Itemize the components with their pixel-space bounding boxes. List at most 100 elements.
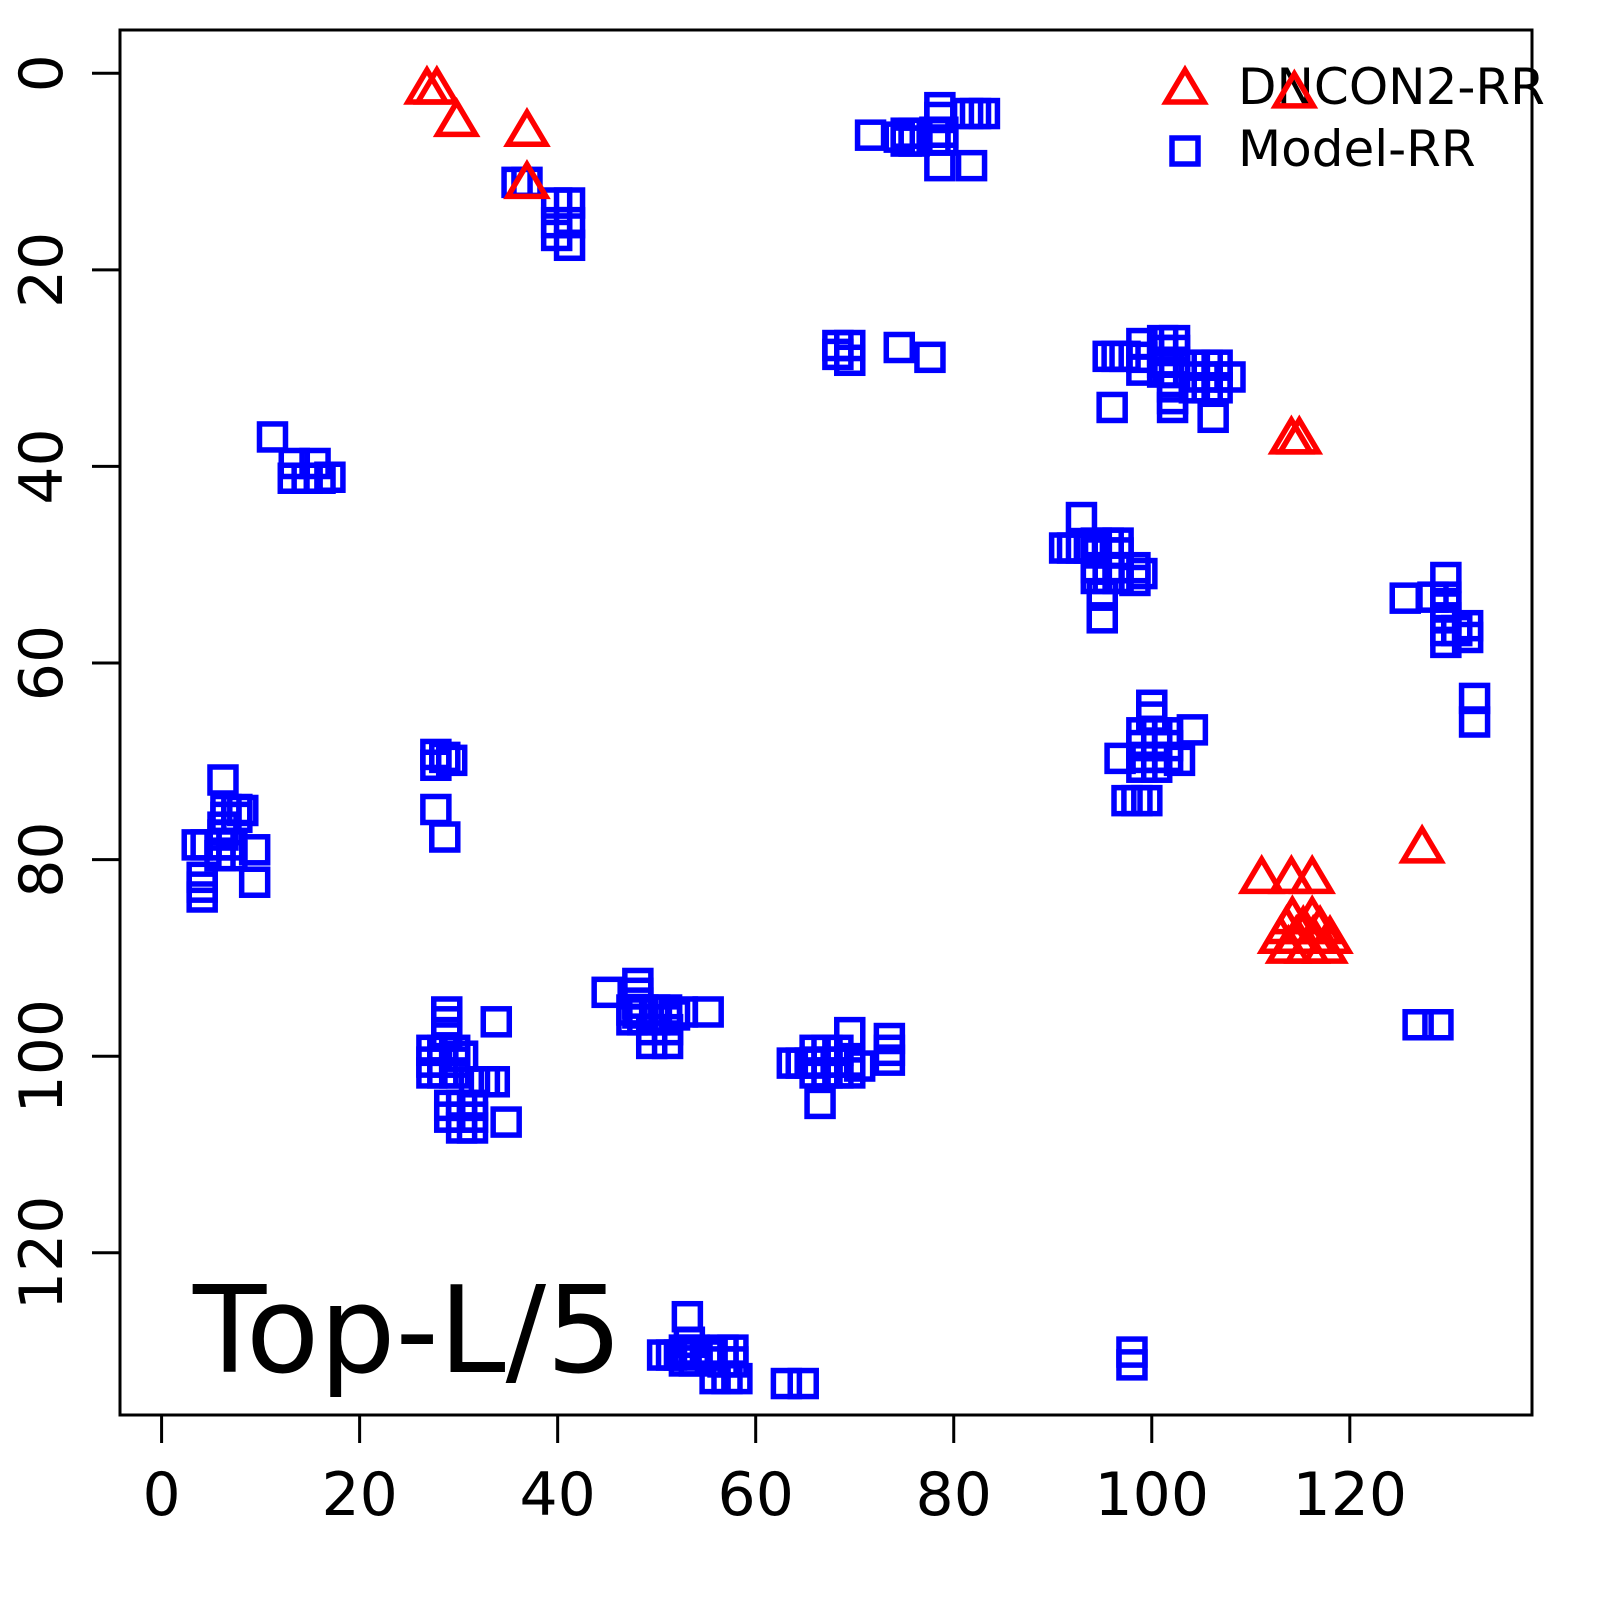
model-rr-point	[671, 1300, 704, 1333]
model-rr-point	[651, 1027, 684, 1060]
model-rr-point	[914, 341, 946, 374]
dncon2-rr-point	[432, 97, 481, 138]
legend: DNCON2-RR Model-RR	[1161, 58, 1545, 178]
dncon2-rr-point	[1301, 923, 1349, 964]
x-tick-label: 40	[519, 1460, 595, 1530]
model-rr-point	[854, 119, 887, 151]
plot-border	[118, 28, 1534, 1417]
model-rr-point	[420, 793, 452, 826]
model-rr-point	[1156, 391, 1189, 424]
model-rr-point	[1458, 706, 1491, 738]
model-rr-point	[834, 344, 866, 377]
model-rr-point	[883, 331, 916, 364]
model-rr-point	[873, 1044, 906, 1076]
model-rr-point	[692, 996, 724, 1028]
dncon2-rr-point	[1237, 853, 1286, 895]
model-rr-point	[1086, 579, 1119, 611]
legend-label-model: Model-RR	[1238, 120, 1476, 178]
model-rr-point	[1119, 564, 1151, 597]
dncon2-rr-point	[1275, 414, 1324, 455]
model-rr-point	[1389, 582, 1422, 614]
x-tick-label: 120	[1293, 1460, 1408, 1530]
model-rr-point	[429, 741, 461, 774]
x-tick-label: 80	[916, 1460, 992, 1530]
legend-triangle-icon	[1161, 64, 1209, 105]
model-rr-point	[1214, 361, 1246, 393]
model-rr-point	[1163, 744, 1196, 777]
model-rr-point	[1422, 1009, 1454, 1041]
model-rr-point	[435, 744, 468, 777]
model-rr-point	[959, 97, 992, 130]
dncon2-rr-point	[1288, 853, 1337, 895]
model-rr-point	[490, 1106, 522, 1138]
model-rr-point	[227, 794, 259, 827]
model-rr-point	[1116, 1349, 1148, 1381]
x-tick-label: 100	[1095, 1460, 1210, 1530]
model-rr-point	[1126, 557, 1158, 590]
model-rr-point	[591, 976, 623, 1009]
model-rr-point	[478, 1066, 511, 1098]
y-axis: 0 20 40 60 80 100 120	[7, 54, 120, 1310]
plot-title: Top-L/5	[192, 1262, 622, 1401]
y-tick-label: 80	[7, 821, 77, 897]
model-rr-point	[256, 421, 289, 453]
model-rr-point	[1402, 1009, 1434, 1041]
x-tick-label: 0	[142, 1460, 180, 1530]
model-rr-point	[834, 1057, 866, 1089]
model-rr-point	[717, 1346, 749, 1378]
x-tick-label: 60	[718, 1460, 794, 1530]
model-rr-point	[1131, 784, 1163, 817]
dncon2-rr-point	[1398, 823, 1446, 864]
model-rr-point	[314, 461, 346, 493]
model-rr-point	[1176, 714, 1209, 746]
model-rr-point	[438, 1057, 471, 1089]
dncon2-rr-point	[413, 64, 461, 105]
model-rr-point	[1197, 401, 1229, 434]
model-rr-point	[968, 97, 1001, 130]
dncon2-rr-point	[503, 106, 551, 148]
model-rr-point	[635, 1027, 668, 1060]
model-rr-point	[1104, 742, 1136, 775]
model-rr-point	[186, 871, 218, 903]
model-rr-point	[955, 149, 988, 182]
model-rr-points	[181, 91, 1491, 1400]
model-rr-point	[924, 149, 956, 182]
model-rr-point	[834, 1016, 866, 1049]
model-rr-point	[429, 821, 461, 853]
dncon2-rr-points	[403, 64, 1446, 964]
dncon2-rr-point	[1270, 68, 1319, 109]
y-tick-label: 0	[7, 54, 77, 92]
model-rr-point	[553, 229, 586, 262]
model-rr-point	[1451, 621, 1484, 654]
model-rr-point	[238, 866, 271, 898]
model-rr-point	[843, 1050, 876, 1082]
x-tick-label: 20	[321, 1460, 397, 1530]
model-rr-point	[804, 1087, 836, 1120]
y-tick-label: 60	[7, 625, 77, 701]
legend-square-icon	[1169, 135, 1201, 167]
model-rr-point	[721, 1362, 753, 1395]
y-tick-label: 20	[7, 232, 77, 308]
model-rr-point	[1121, 784, 1153, 817]
dncon2-rr-point	[503, 158, 551, 200]
model-rr-point	[1065, 501, 1098, 534]
y-tick-label: 120	[7, 1196, 77, 1311]
model-rr-point	[1126, 354, 1158, 386]
model-rr-point	[787, 1367, 819, 1400]
x-axis: 0 20 40 60 80 100 120	[142, 1415, 1407, 1530]
model-rr-point	[1086, 602, 1119, 634]
model-rr-point	[238, 834, 271, 866]
model-rr-point	[456, 1112, 489, 1144]
model-rr-point	[480, 1006, 513, 1038]
model-rr-point	[207, 764, 239, 796]
model-rr-point	[1096, 391, 1128, 424]
model-rr-point	[420, 749, 452, 782]
model-rr-point	[770, 1367, 803, 1400]
y-tick-label: 100	[7, 999, 77, 1114]
y-tick-label: 40	[7, 428, 77, 504]
model-rr-point	[186, 881, 218, 913]
model-rr-point	[1092, 340, 1124, 373]
model-rr-point	[1140, 751, 1173, 783]
